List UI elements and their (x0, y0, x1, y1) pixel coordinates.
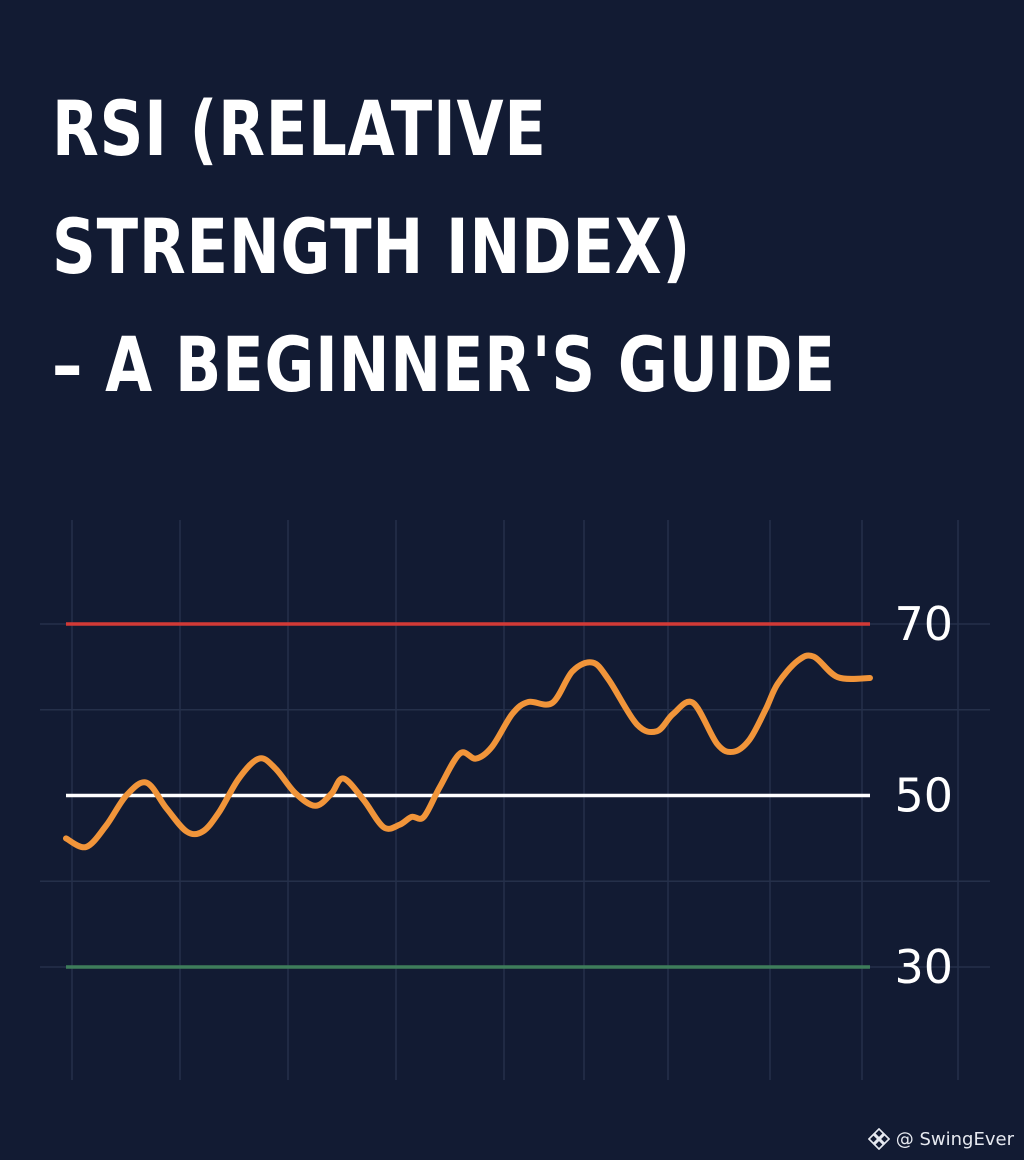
reference-label-70: 70 (894, 597, 953, 651)
brand-logo-icon (867, 1128, 890, 1150)
chart-grid (40, 520, 990, 1080)
title-line-1: RSI (RELATIVE (52, 84, 547, 173)
series-layer (63, 652, 873, 851)
watermark-text: @ SwingEver (895, 1128, 1014, 1150)
reference-lines (66, 622, 870, 969)
title-line-3: – A BEGINNER'S GUIDE (52, 320, 836, 409)
rsi-series-line (63, 652, 873, 851)
reference-label-30: 30 (894, 940, 953, 994)
title-line-2: STRENGTH INDEX) (52, 202, 692, 291)
reference-label-50: 50 (894, 769, 953, 823)
reference-labels: 70 50 30 (894, 597, 953, 994)
page-title: RSI (RELATIVE STRENGTH INDEX) – A BEGINN… (52, 70, 836, 424)
watermark: @ SwingEver (867, 1128, 1014, 1150)
